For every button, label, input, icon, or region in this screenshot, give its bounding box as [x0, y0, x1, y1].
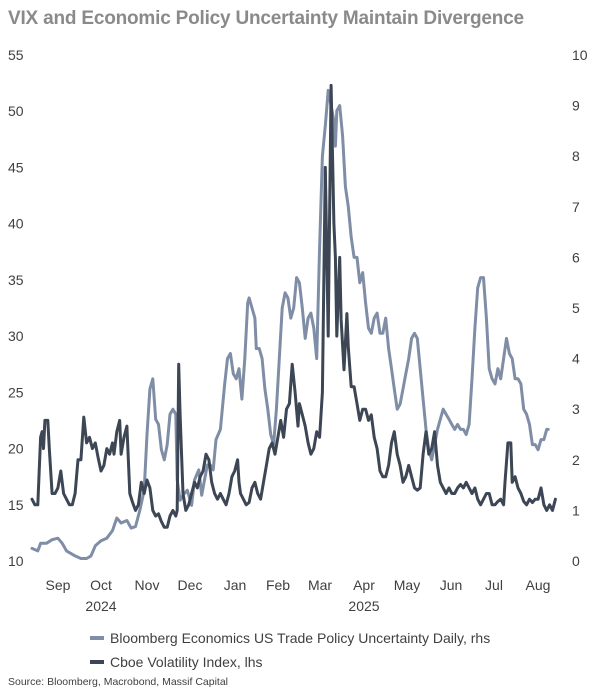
y-left-tick-label: 40 — [8, 216, 24, 232]
y-right-tick-label: 8 — [572, 148, 580, 164]
y-right-tick-label: 1 — [572, 502, 580, 518]
y-left-tick-label: 45 — [8, 159, 24, 175]
legend-item-vix: Cboe Volatility Index, lhs — [90, 650, 490, 674]
y-right-tick-label: 6 — [572, 249, 580, 265]
x-tick-label: Mar — [308, 577, 332, 593]
y-left-tick-label: 55 — [8, 47, 24, 63]
y-right-tick-label: 9 — [572, 98, 580, 114]
x-tick-label: Nov — [135, 577, 160, 593]
y-axis-right: 0 1 2 3 4 5 6 7 8 9 10 — [572, 47, 588, 569]
x-tick-label: Jul — [485, 577, 503, 593]
x-tick-label: Apr — [353, 577, 375, 593]
y-right-tick-label: 7 — [572, 199, 580, 215]
y-right-tick-label: 10 — [572, 47, 588, 63]
y-left-tick-label: 25 — [8, 384, 24, 400]
legend-label-trade-policy: Bloomberg Economics US Trade Policy Unce… — [110, 630, 491, 646]
x-tick-label: Sep — [46, 577, 71, 593]
y-right-tick-label: 5 — [572, 300, 580, 316]
x-tick-label: Aug — [526, 577, 551, 593]
x-year-label: 2025 — [348, 598, 379, 614]
y-left-tick-label: 15 — [8, 497, 24, 513]
series-line-vix — [30, 83, 557, 529]
x-year-label: 2024 — [85, 598, 116, 614]
legend-swatch-trade-policy — [90, 636, 104, 640]
legend: Bloomberg Economics US Trade Policy Unce… — [90, 626, 490, 674]
x-tick-label: Oct — [90, 577, 112, 593]
x-tick-label: Jun — [440, 577, 463, 593]
x-tick-label: Dec — [178, 577, 203, 593]
y-right-tick-label: 2 — [572, 452, 580, 468]
y-axis-left: 10 15 20 25 30 35 40 45 50 55 — [8, 47, 24, 569]
source-note: Source: Bloomberg, Macrobond, Massif Cap… — [8, 676, 229, 688]
series-line-trade-policy-uncertainty — [30, 88, 550, 560]
series-group — [30, 83, 557, 560]
chart-title: VIX and Economic Policy Uncertainty Main… — [8, 8, 524, 29]
x-tick-label: Feb — [266, 577, 290, 593]
y-right-tick-label: 0 — [572, 553, 580, 569]
legend-swatch-vix — [90, 660, 104, 664]
y-right-tick-label: 3 — [572, 401, 580, 417]
y-left-tick-label: 20 — [8, 441, 24, 457]
y-left-tick-label: 30 — [8, 328, 24, 344]
legend-label-vix: Cboe Volatility Index, lhs — [110, 654, 263, 670]
y-left-tick-label: 50 — [8, 103, 24, 119]
x-tick-label: May — [394, 577, 420, 593]
y-left-tick-label: 10 — [8, 553, 24, 569]
y-left-tick-label: 35 — [8, 272, 24, 288]
x-tick-label: Jan — [224, 577, 247, 593]
y-right-tick-label: 4 — [572, 351, 580, 367]
legend-item-trade-policy: Bloomberg Economics US Trade Policy Unce… — [90, 626, 490, 650]
x-axis: Sep Oct Nov Dec Jan Feb Mar Apr May Jun Jul Aug 2024… — [46, 577, 551, 614]
